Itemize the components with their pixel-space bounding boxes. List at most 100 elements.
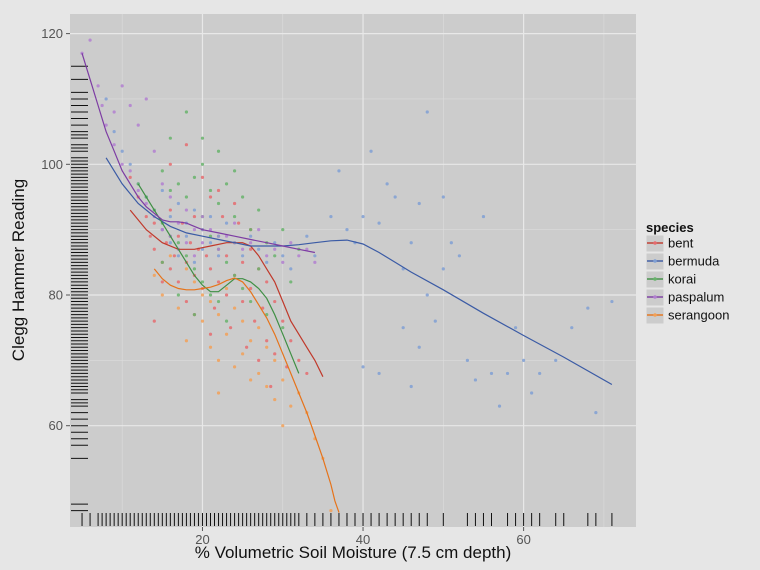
data-point-bermuda — [361, 214, 365, 219]
data-point-serangoon — [216, 358, 221, 362]
data-point-bermuda — [104, 97, 108, 101]
data-point-bermuda — [401, 326, 405, 330]
data-point-serangoon — [184, 339, 189, 343]
data-point-paspalum — [136, 188, 140, 193]
data-point-bermuda — [120, 149, 124, 153]
data-point-korai — [232, 214, 237, 219]
data-point-serangoon — [216, 391, 221, 395]
data-point-bermuda — [184, 234, 189, 238]
data-point-korai — [232, 273, 237, 278]
data-point-bermuda — [377, 371, 381, 376]
data-point-paspalum — [128, 103, 132, 108]
data-point-bermuda — [393, 195, 397, 199]
data-point-bermuda — [176, 254, 180, 258]
plot-panel — [70, 14, 636, 527]
data-point-bermuda — [200, 247, 205, 251]
data-point-serangoon — [160, 293, 164, 297]
data-point-korai — [281, 326, 285, 330]
data-point-korai — [257, 267, 261, 271]
data-point-bermuda — [489, 371, 494, 376]
data-point-bermuda — [369, 149, 373, 153]
data-point-korai — [192, 175, 197, 179]
data-point-bent — [172, 254, 176, 258]
data-point-korai — [184, 110, 189, 114]
data-point-bermuda — [305, 234, 309, 238]
data-point-paspalum — [160, 228, 164, 232]
data-point-paspalum — [289, 241, 293, 245]
data-point-korai — [176, 182, 180, 186]
data-point-bent — [273, 299, 277, 304]
data-point-serangoon — [184, 267, 189, 271]
data-point-bent — [152, 319, 156, 323]
data-point-serangoon — [176, 306, 180, 310]
legend-label-bermuda: bermuda — [668, 254, 720, 269]
data-point-serangoon — [281, 378, 285, 382]
data-point-bent — [253, 319, 257, 323]
data-point-serangoon — [224, 332, 229, 336]
data-point-bent — [241, 260, 245, 264]
data-point-serangoon — [257, 371, 261, 376]
data-point-paspalum — [216, 247, 221, 251]
data-point-bermuda — [465, 358, 470, 362]
data-point-korai — [224, 319, 229, 323]
data-point-bermuda — [257, 247, 261, 251]
legend-label-bent: bent — [668, 236, 694, 251]
data-point-paspalum — [128, 169, 132, 173]
data-point-paspalum — [192, 228, 197, 232]
data-point-bermuda — [441, 267, 445, 271]
data-point-bent — [188, 241, 193, 245]
data-point-serangoon — [216, 313, 221, 317]
smooth-lines — [81, 53, 613, 513]
legend-point-paspalum — [653, 295, 657, 299]
data-point-bent — [297, 358, 301, 362]
data-point-serangoon — [265, 345, 269, 349]
data-point-bent — [241, 299, 245, 304]
data-point-bermuda — [265, 260, 269, 264]
data-point-paspalum — [100, 103, 104, 108]
data-point-korai — [265, 313, 269, 317]
data-point-korai — [208, 188, 213, 193]
data-point-bent — [232, 201, 237, 206]
data-point-serangoon — [257, 326, 261, 330]
data-point-paspalum — [305, 247, 309, 251]
data-point-bent — [249, 247, 253, 251]
data-point-bermuda — [610, 299, 614, 304]
data-point-bermuda — [505, 371, 510, 376]
data-point-bermuda — [249, 234, 253, 238]
data-point-paspalum — [257, 228, 261, 232]
smooth-line-bent — [129, 209, 324, 377]
data-point-korai — [208, 234, 213, 238]
data-point-bermuda — [128, 162, 132, 166]
smooth-line-bermuda — [105, 157, 613, 386]
x-tick-label: 40 — [356, 532, 370, 547]
data-point-serangoon — [241, 319, 245, 323]
data-point-paspalum — [136, 123, 140, 127]
data-point-bermuda — [208, 214, 213, 219]
axis-ticks — [66, 33, 525, 531]
data-point-paspalum — [160, 182, 164, 186]
data-point-serangoon — [200, 293, 205, 297]
data-point-paspalum — [232, 221, 237, 225]
data-point-korai — [216, 201, 221, 206]
data-point-paspalum — [281, 260, 285, 264]
data-point-bermuda — [522, 358, 526, 362]
data-point-paspalum — [224, 234, 229, 238]
data-point-serangoon — [232, 306, 237, 310]
data-point-bent — [176, 280, 180, 284]
data-point-paspalum — [168, 195, 172, 199]
data-point-bent — [176, 234, 180, 238]
data-point-serangoon — [224, 286, 229, 291]
data-point-korai — [273, 254, 277, 258]
data-point-bermuda — [289, 267, 293, 271]
data-point-bermuda — [273, 241, 277, 245]
data-point-serangoon — [273, 397, 277, 402]
data-point-bermuda — [329, 214, 333, 219]
data-point-korai — [200, 162, 205, 166]
data-point-korai — [200, 280, 205, 284]
data-point-paspalum — [313, 260, 317, 264]
legend-point-bent — [653, 241, 657, 245]
data-point-bent — [212, 306, 217, 310]
legend-title: species — [646, 220, 694, 235]
data-point-paspalum — [112, 143, 116, 147]
data-point-bent — [204, 254, 209, 258]
